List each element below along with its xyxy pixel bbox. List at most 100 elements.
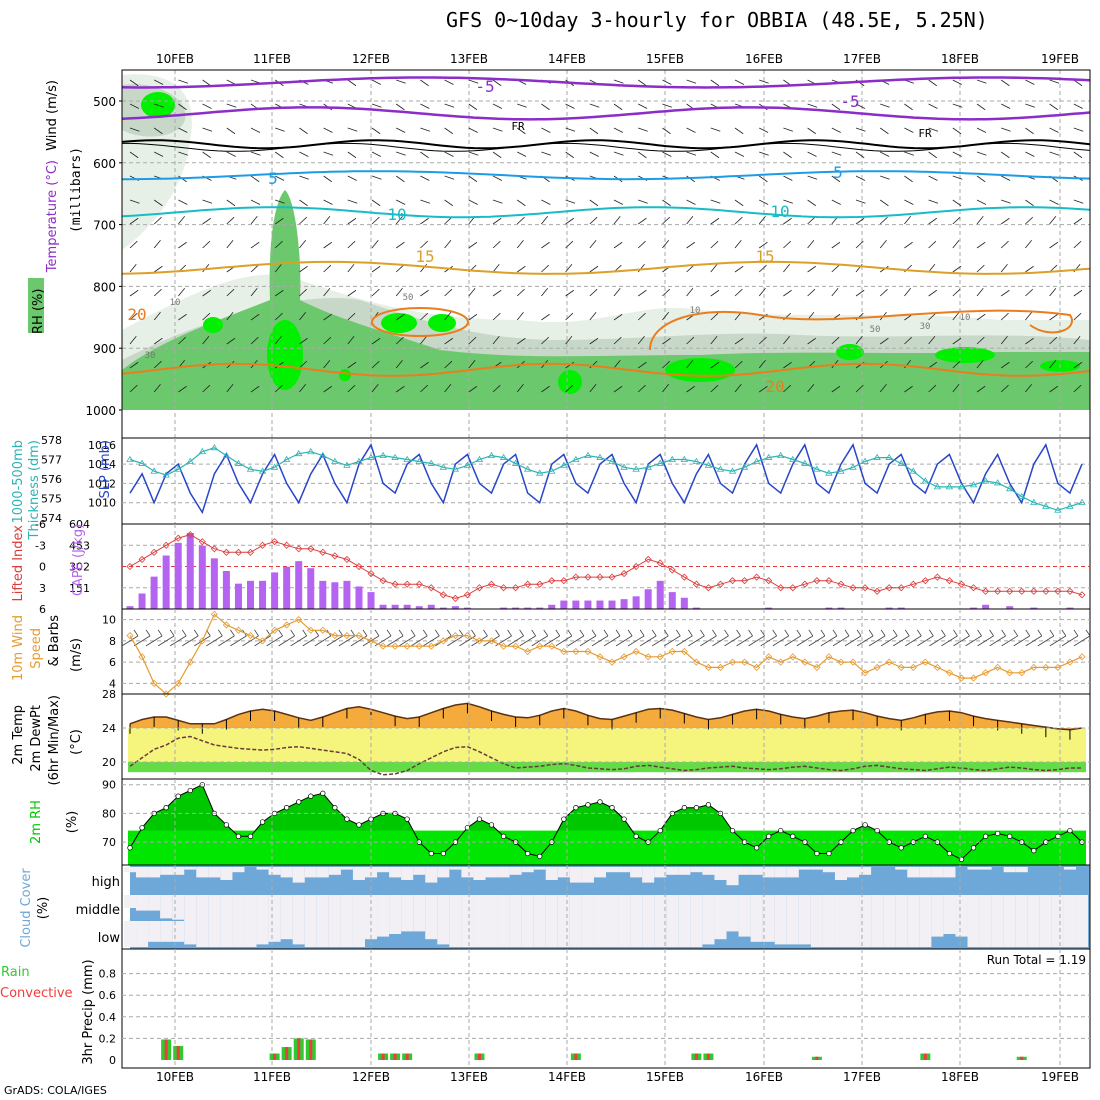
cape-bar bbox=[536, 607, 544, 609]
cloud-gap bbox=[798, 867, 811, 870]
cloud-gap bbox=[340, 895, 353, 921]
wind10-barb bbox=[411, 635, 428, 647]
cape-bar bbox=[283, 566, 291, 609]
wind-barb bbox=[347, 199, 358, 204]
wind-barb bbox=[734, 288, 743, 297]
lifted-index-marker bbox=[921, 577, 929, 585]
wind-barb bbox=[444, 151, 454, 157]
thickness-label-1: 1000-500mb bbox=[11, 440, 26, 524]
wind-barb bbox=[299, 199, 308, 207]
wind-barb bbox=[444, 79, 454, 85]
cloud-gap bbox=[184, 895, 197, 921]
wind-barb bbox=[855, 289, 865, 297]
cloud-gap bbox=[196, 921, 209, 947]
wind10-barb-flag bbox=[700, 629, 705, 637]
wind-barb bbox=[250, 313, 260, 321]
lifted-index-marker bbox=[885, 584, 893, 592]
rh2m-label: 2m RH bbox=[29, 800, 44, 844]
wind10-speed-marker bbox=[1078, 653, 1086, 661]
lifted-index-marker bbox=[475, 584, 484, 592]
thickness-marker bbox=[270, 463, 279, 470]
wind10-barb-flag bbox=[712, 629, 717, 637]
wind-barb bbox=[299, 360, 307, 369]
wind-barb bbox=[250, 287, 258, 297]
wind-barb bbox=[226, 239, 234, 249]
thickness-marker bbox=[499, 453, 508, 460]
wind-barb bbox=[831, 287, 839, 297]
wind-barb bbox=[613, 151, 624, 156]
rh2m-marker bbox=[163, 805, 169, 811]
wind-barb bbox=[662, 337, 671, 345]
cloud-gap bbox=[822, 867, 835, 873]
wind-barb bbox=[129, 217, 139, 225]
rh2m-marker bbox=[681, 805, 687, 811]
dewpoint-band bbox=[128, 728, 1086, 762]
contour-label: 5 bbox=[833, 163, 843, 182]
wind-barb bbox=[178, 336, 186, 345]
cloud-gap bbox=[798, 895, 811, 921]
rh2m-marker bbox=[344, 816, 350, 822]
wind-barb bbox=[976, 287, 984, 297]
wind-barb bbox=[202, 103, 212, 109]
wind-barb bbox=[734, 151, 745, 157]
wind-barb bbox=[1001, 175, 1011, 181]
wind10-barb bbox=[519, 635, 536, 647]
cloud-gap bbox=[557, 895, 570, 921]
wind10-speed-marker bbox=[1066, 658, 1074, 666]
wind-barb bbox=[202, 335, 210, 345]
cloud-gap bbox=[509, 895, 522, 921]
wind-barb bbox=[178, 313, 187, 321]
cloud-gap bbox=[136, 921, 149, 947]
wind-barb bbox=[347, 335, 355, 345]
wind-barb bbox=[565, 217, 575, 225]
cloud-gap bbox=[280, 895, 293, 921]
lifted-index-marker bbox=[704, 584, 712, 592]
lifted-index-marker bbox=[283, 541, 291, 549]
lifted-index-marker bbox=[439, 591, 447, 599]
cloud-gap bbox=[714, 921, 727, 940]
wind-barb bbox=[178, 127, 188, 133]
wind10-barb bbox=[507, 635, 524, 647]
lifted-index-marker bbox=[536, 580, 544, 588]
cloud-gap bbox=[750, 921, 763, 942]
wind10-barb-flag bbox=[687, 629, 693, 637]
rh2m-marker bbox=[766, 833, 772, 839]
thickness-marker bbox=[837, 467, 845, 474]
lifted-index-marker bbox=[994, 587, 1002, 595]
temp2m-fill bbox=[130, 703, 1082, 730]
lifted-index-marker bbox=[210, 545, 218, 553]
wind-barb bbox=[710, 289, 720, 297]
slp-label: SLP (mb) bbox=[98, 440, 113, 499]
cape-bar bbox=[1006, 606, 1014, 609]
rh2m-marker bbox=[946, 850, 953, 857]
cloud-gap bbox=[292, 895, 305, 921]
contour-label: 50 bbox=[403, 293, 414, 303]
cape-bar bbox=[451, 606, 459, 609]
wind10-barb bbox=[447, 635, 464, 647]
wind-barb bbox=[1001, 103, 1011, 109]
precip-convective-bar bbox=[706, 1053, 710, 1060]
cloud-gap bbox=[148, 867, 161, 878]
wind-barb bbox=[299, 265, 308, 273]
wind-barb bbox=[686, 127, 696, 133]
cloud-gap bbox=[340, 867, 353, 870]
wind10-speed-marker bbox=[319, 626, 327, 634]
wind-barb bbox=[250, 385, 260, 393]
cloud-gap bbox=[485, 895, 498, 921]
wind-barb bbox=[516, 288, 525, 297]
cloud-gap bbox=[545, 921, 558, 947]
wind-barb bbox=[347, 79, 357, 87]
wind-barb bbox=[662, 127, 671, 135]
wind-barb bbox=[468, 287, 476, 297]
wind10-speed-marker bbox=[174, 679, 182, 687]
cloud-gap bbox=[136, 895, 149, 911]
wind-barb bbox=[444, 175, 455, 180]
wind-barb bbox=[444, 216, 453, 225]
wind10-barb bbox=[555, 635, 573, 647]
day-label-top: 11FEB bbox=[253, 52, 291, 66]
cape-bar bbox=[198, 545, 206, 609]
thickness-marker bbox=[644, 463, 652, 470]
rh2m-marker bbox=[476, 816, 483, 822]
wind-barb bbox=[734, 216, 743, 225]
cape-bar bbox=[307, 568, 315, 609]
